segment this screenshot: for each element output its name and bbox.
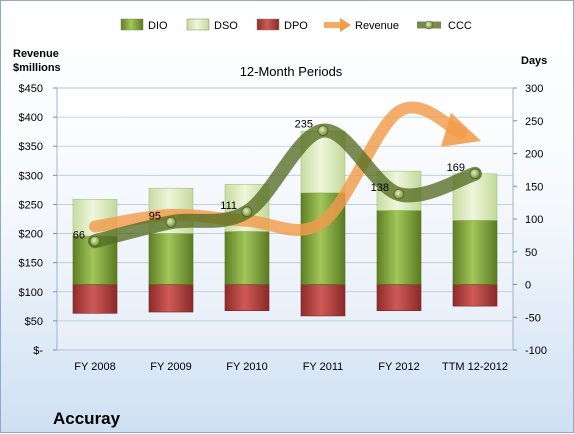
bar-dpo (148, 284, 194, 313)
bar-dpo (452, 284, 498, 307)
right-axis-label: Days (521, 55, 547, 67)
legend-swatch-revenue-head (340, 18, 351, 32)
legend-label-dso: DSO (214, 20, 238, 32)
legend: DIO DSO DPO Revenue CCC (120, 18, 472, 32)
legend-label-ccc: CCC (448, 20, 472, 32)
category-label: FY 2012 (378, 361, 419, 373)
ccc-point (393, 188, 405, 200)
company-name: Accuray (53, 409, 121, 428)
bar-dio (224, 231, 270, 285)
left-axis-tick-label: $50 (25, 316, 43, 328)
right-axis-tick-label: 300 (525, 83, 543, 95)
revenue-arrowhead (441, 112, 481, 147)
ccc-layer: 66 95 111 235 138 169 (73, 119, 482, 249)
left-axis-tick-label: $450 (19, 83, 43, 95)
ccc-point (165, 216, 177, 228)
right-axis-tick-label: 250 (525, 116, 543, 128)
legend-label-revenue: Revenue (355, 20, 399, 32)
left-axis-label-line1: Revenue (13, 48, 59, 60)
left-axis-tick-label: $200 (19, 229, 43, 241)
ccc-point (89, 235, 101, 247)
right-axis-tick-label: 50 (525, 247, 537, 259)
left-axis-tick-label: $250 (19, 199, 43, 211)
bar-dio (148, 233, 194, 285)
right-axis-tick-label: 0 (525, 280, 531, 292)
chart-title: 12-Month Periods (240, 64, 343, 79)
left-axis-tick-label: $100 (19, 287, 43, 299)
bar-dpo (300, 284, 346, 317)
right-axis-tick-label: 100 (525, 214, 543, 226)
right-axis-tick-label: 150 (525, 181, 543, 193)
left-axis-label-line2: $millions (13, 62, 61, 74)
right-axis-tick-label: -50 (525, 312, 541, 324)
revenue-line (89, 101, 467, 236)
left-axis-tick-label: $300 (19, 170, 43, 182)
category-label: FY 2011 (303, 361, 344, 373)
gridlines (57, 87, 513, 351)
category-ticks: FY 2008 FY 2009 FY 2010 FY 2011 FY 2012 TTM 1… (74, 361, 508, 373)
left-axis-tick-label: $400 (19, 112, 43, 124)
legend-label-dpo: DPO (284, 20, 308, 32)
bar-dpo (72, 284, 118, 314)
ccc-point (241, 206, 253, 218)
category-label: FY 2009 (150, 361, 191, 373)
legend-swatch-dio (120, 18, 144, 31)
bar-dio (452, 220, 498, 285)
left-axis-tick-label: $150 (19, 258, 43, 270)
left-axis-tick-label: $350 (19, 141, 43, 153)
ccc-data-label: 169 (447, 162, 465, 174)
right-axis-ticks: -100 -50 0 50 100 150 200 250 300 (513, 83, 547, 357)
legend-swatch-ccc-dot (424, 20, 434, 30)
ccc-data-label: 111 (220, 200, 237, 212)
legend-swatch-dso (186, 18, 210, 31)
category-label: TTM 12-2012 (442, 361, 508, 373)
ccc-data-label: 235 (295, 119, 313, 131)
legend-label-dio: DIO (148, 20, 168, 32)
left-axis-tick-label: $- (33, 345, 43, 357)
right-axis-tick-label: 200 (525, 149, 543, 161)
category-label: FY 2008 (74, 361, 115, 373)
category-label: FY 2010 (226, 361, 267, 373)
revenue-layer (89, 101, 481, 236)
left-axis-ticks: $- $50 $100 $150 $200 $250 $300 $350 $400 $450 (19, 83, 57, 357)
bar-dpo (376, 284, 422, 312)
bar-dpo (224, 284, 270, 312)
ccc-data-label: 138 (371, 182, 389, 194)
ccc-point (317, 125, 329, 136)
right-axis-tick-label: -100 (525, 345, 547, 357)
legend-swatch-dpo (256, 18, 280, 31)
ccc-point (469, 168, 481, 180)
ccc-data-label: 95 (149, 210, 161, 222)
ccc-data-label: 66 (73, 229, 85, 241)
bar-dio (376, 210, 422, 285)
